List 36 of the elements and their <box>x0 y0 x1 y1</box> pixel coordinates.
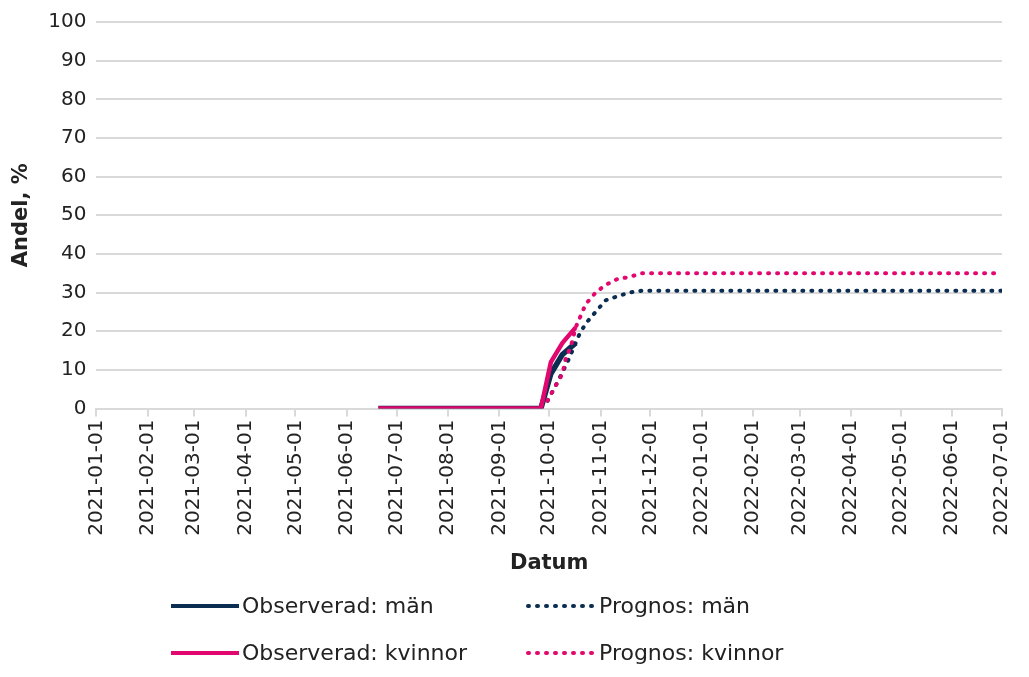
y-tick-label: 0 <box>73 394 87 419</box>
x-tick-label: 2022-06-01 <box>938 419 963 536</box>
x-tick-label: 2021-12-01 <box>636 419 661 536</box>
x-tick-label: 2021-05-01 <box>281 419 306 536</box>
y-tick-label: 60 <box>60 162 87 187</box>
y-axis-title: Andel, % <box>8 163 33 268</box>
x-tick-label: 2022-03-01 <box>785 419 810 536</box>
y-tick-label: 70 <box>60 124 87 149</box>
y-tick-label: 50 <box>60 201 87 226</box>
x-tick-label: 2021-09-01 <box>485 419 510 536</box>
x-tick-label: 2021-03-01 <box>180 419 205 536</box>
y-tick-label: 40 <box>60 240 87 265</box>
x-tick-label: 2022-07-01 <box>988 419 1013 536</box>
legend-label: Observerad: kvinnor <box>242 640 468 665</box>
y-tick-label: 10 <box>60 356 87 381</box>
x-tick-label: 2022-01-01 <box>687 419 712 536</box>
y-tick-label: 100 <box>48 8 87 33</box>
x-tick-label: 2021-06-01 <box>333 419 358 536</box>
x-axis-title: Datum <box>509 549 589 574</box>
x-tick-label: 2021-02-01 <box>134 419 158 536</box>
y-tick-label: 90 <box>60 46 87 71</box>
x-tick-label: 2021-11-01 <box>586 419 611 536</box>
y-tick-label: 20 <box>60 317 87 342</box>
legend-label: Prognos: kvinnor <box>599 640 784 665</box>
x-tick-label: 2021-07-01 <box>382 419 407 536</box>
legend-label: Observerad: män <box>242 593 434 618</box>
x-tick-label: 2022-02-01 <box>739 419 764 536</box>
legend-label: Prognos: män <box>599 593 750 618</box>
x-tick-label: 2021-10-01 <box>535 419 560 536</box>
x-tick-label: 2021-01-01 <box>82 419 107 536</box>
y-tick-label: 80 <box>60 85 87 110</box>
y-tick-label: 30 <box>60 278 87 303</box>
x-tick-label: 2022-05-01 <box>887 419 912 536</box>
x-tick-label: 2021-04-01 <box>231 419 256 536</box>
x-tick-label: 2022-04-01 <box>837 419 862 536</box>
x-tick-label: 2021-08-01 <box>434 419 459 536</box>
